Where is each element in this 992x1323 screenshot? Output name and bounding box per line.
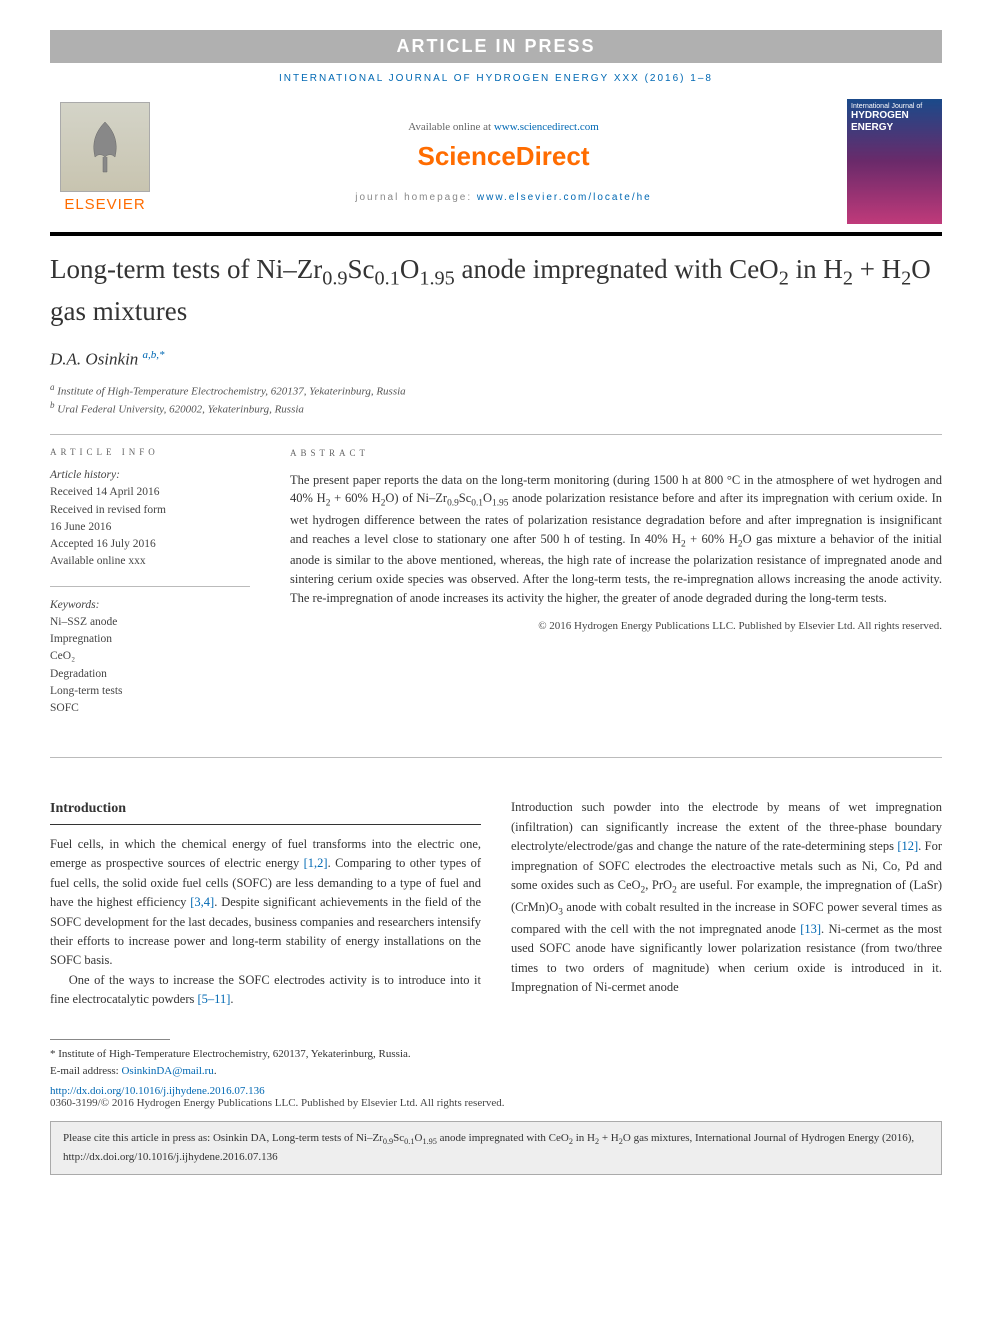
corresponding-footnote: * Institute of High-Temperature Electroc… (50, 1046, 942, 1063)
available-online-text: Available online at www.sciencedirect.co… (160, 121, 847, 133)
keyword: Ni–SSZ anode (50, 614, 250, 631)
history-line: Available online xxx (50, 553, 250, 570)
sciencedirect-logo: ScienceDirect (160, 141, 847, 172)
footnote-rule (50, 1039, 170, 1040)
doi-link[interactable]: http://dx.doi.org/10.1016/j.ijhydene.201… (50, 1085, 265, 1097)
history-line: Accepted 16 July 2016 (50, 536, 250, 553)
cite-box: Please cite this article in press as: Os… (50, 1121, 942, 1174)
history-line: 16 June 2016 (50, 519, 250, 536)
keyword: Degradation (50, 666, 250, 683)
publisher-logo-block: ELSEVIER (50, 102, 160, 222)
article-title: Long-term tests of Ni–Zr0.9Sc0.1O1.95 an… (50, 251, 942, 329)
journal-reference: INTERNATIONAL JOURNAL OF HYDROGEN ENERGY… (50, 73, 942, 84)
abstract-column: ABSTRACT The present paper reports the d… (290, 447, 942, 732)
intro-paragraph-col2: Introduction such powder into the electr… (511, 798, 942, 997)
article-info-heading: ARTICLE INFO (50, 447, 250, 457)
author-line: D.A. Osinkin a,b,* (50, 349, 942, 370)
abstract-copyright: © 2016 Hydrogen Energy Publications LLC.… (290, 618, 942, 635)
homepage-link[interactable]: www.elsevier.com/locate/he (477, 192, 652, 203)
affiliation: b Ural Federal University, 620002, Yekat… (50, 400, 942, 416)
history-line: Received in revised form (50, 502, 250, 519)
keywords-block: Keywords: Ni–SSZ anodeImpregnationCeO₂De… (50, 597, 250, 718)
article-info-column: ARTICLE INFO Article history: Received 1… (50, 447, 250, 732)
article-in-press-banner: ARTICLE IN PRESS (50, 30, 942, 63)
body-column-left: Introduction Fuel cells, in which the ch… (50, 798, 481, 1009)
keyword: CeO₂ (50, 648, 250, 665)
email-link[interactable]: OsinkinDA@mail.ru (121, 1065, 213, 1077)
email-footnote: E-mail address: OsinkinDA@mail.ru. (50, 1063, 942, 1080)
homepage-text: journal homepage: www.elsevier.com/locat… (160, 192, 847, 203)
thin-rule (50, 434, 942, 435)
thick-rule (50, 232, 942, 236)
elsevier-tree-icon (60, 102, 150, 192)
keyword: Impregnation (50, 631, 250, 648)
publisher-name: ELSEVIER (64, 196, 145, 213)
intro-paragraph-1: Fuel cells, in which the chemical energy… (50, 835, 481, 971)
abstract-heading: ABSTRACT (290, 447, 942, 461)
body-columns: Introduction Fuel cells, in which the ch… (50, 798, 942, 1009)
header-row: ELSEVIER Available online at www.science… (50, 99, 942, 224)
introduction-heading: Introduction (50, 798, 481, 825)
intro-paragraph-2: One of the ways to increase the SOFC ele… (50, 971, 481, 1010)
history-block: Article history: Received 14 April 2016R… (50, 467, 250, 571)
journal-cover: International Journal of HYDROGEN ENERGY (847, 99, 942, 224)
doi-line: http://dx.doi.org/10.1016/j.ijhydene.201… (50, 1085, 942, 1097)
body-column-right: Introduction such powder into the electr… (511, 798, 942, 1009)
keyword: SOFC (50, 700, 250, 717)
abstract-text: The present paper reports the data on th… (290, 471, 942, 608)
sciencedirect-link[interactable]: www.sciencedirect.com (494, 121, 599, 133)
history-line: Received 14 April 2016 (50, 484, 250, 501)
keyword: Long-term tests (50, 683, 250, 700)
affiliation: a Institute of High-Temperature Electroc… (50, 382, 942, 398)
bottom-copyright: 0360-3199/© 2016 Hydrogen Energy Publica… (50, 1097, 942, 1109)
